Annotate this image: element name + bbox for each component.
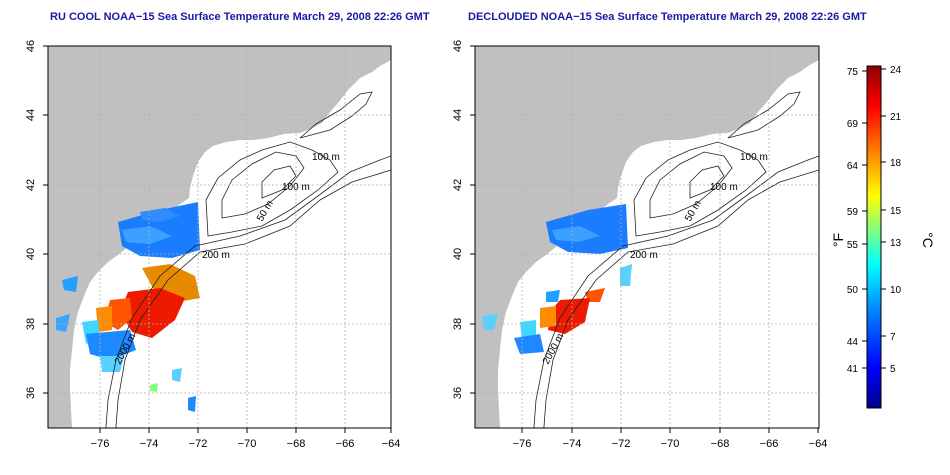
fahrenheit-tick: 69 (847, 119, 859, 130)
celsius-tick: 5 (890, 364, 896, 375)
celsius-tick: 24 (890, 65, 902, 76)
y-tick-label: 38 (25, 318, 37, 330)
fahrenheit-unit-label: °F (830, 233, 846, 247)
right-map-title: DECLOUDED NOAA−15 Sea Surface Temperatur… (468, 11, 867, 23)
colorbar-gradient (866, 65, 882, 409)
contour-label: 100 m (282, 182, 310, 193)
x-tick-label: −70 (238, 438, 257, 450)
fahrenheit-tick: 59 (847, 207, 859, 218)
fahrenheit-tick: 75 (847, 67, 859, 78)
x-tick-label: −68 (711, 438, 730, 450)
right-map-panel: 100 m 100 m 50 m 200 m 2000 m −76 −74 −7… (452, 40, 827, 450)
left-map-title: RU COOL NOAA−15 Sea Surface Temperature … (50, 11, 430, 23)
celsius-tick: 10 (890, 285, 902, 296)
x-tick-label: −72 (189, 438, 208, 450)
y-tick-label: 40 (452, 248, 464, 260)
map-frame (474, 45, 820, 429)
y-tick-label: 44 (452, 109, 464, 121)
contour-label: 100 m (312, 152, 340, 163)
celsius-unit-label: °C (920, 232, 936, 248)
x-tick-label: −66 (336, 438, 355, 450)
x-tick-label: −66 (760, 438, 779, 450)
y-tick-label: 46 (25, 40, 37, 52)
fahrenheit-tick: 64 (847, 161, 859, 172)
temperature-colorbar: 75 69 64 59 55 50 44 41 24 21 18 15 13 1… (830, 65, 936, 409)
x-tick-label: −74 (563, 438, 582, 450)
celsius-tick: 21 (890, 112, 902, 123)
y-axis (470, 45, 475, 394)
x-tick-label: −76 (513, 438, 532, 450)
x-tick-label: −72 (612, 438, 631, 450)
bathymetry-contours (105, 91, 391, 428)
contour-label: 100 m (740, 152, 768, 163)
contour-label: 2000 m (541, 332, 566, 367)
contour-label: 100 m (710, 182, 738, 193)
x-axis (99, 428, 392, 433)
y-tick-label: 44 (25, 109, 37, 121)
celsius-tick: 7 (890, 332, 896, 343)
fahrenheit-tick: 41 (847, 364, 859, 375)
celsius-tick: 13 (890, 238, 902, 249)
fahrenheit-tick: 50 (847, 285, 859, 296)
land-mass (230, 96, 300, 136)
map-frame (47, 45, 392, 429)
contour-label: 200 m (630, 250, 658, 261)
land-mass (475, 46, 819, 428)
x-tick-label: −68 (287, 438, 306, 450)
fahrenheit-tick: 44 (847, 337, 859, 348)
sst-swath (56, 202, 200, 412)
y-tick-label: 40 (25, 248, 37, 260)
y-tick-label: 42 (25, 179, 37, 191)
x-tick-label: −76 (91, 438, 110, 450)
celsius-tick: 18 (890, 158, 902, 169)
grid-lines (48, 46, 391, 428)
y-tick-label: 38 (452, 318, 464, 330)
contour-label: 200 m (202, 250, 230, 261)
fahrenheit-tick: 55 (847, 240, 859, 251)
x-tick-label: −64 (382, 438, 401, 450)
x-tick-label: −64 (809, 438, 828, 450)
bathymetry-contours (533, 91, 819, 428)
y-tick-label: 36 (25, 387, 37, 399)
x-tick-label: −74 (140, 438, 159, 450)
sst-swath (482, 204, 632, 354)
celsius-tick: 15 (890, 206, 902, 217)
land-mass (48, 46, 391, 428)
grid-lines (475, 46, 819, 428)
left-map-panel: 100 m 100 m 50 m 200 m 2000 m −76 −74 −7… (25, 40, 400, 450)
y-tick-label: 42 (452, 179, 464, 191)
y-tick-label: 46 (452, 40, 464, 52)
land-mass (658, 96, 728, 136)
y-tick-label: 36 (452, 387, 464, 399)
x-tick-label: −70 (661, 438, 680, 450)
y-axis (43, 45, 48, 394)
x-axis (521, 428, 819, 433)
